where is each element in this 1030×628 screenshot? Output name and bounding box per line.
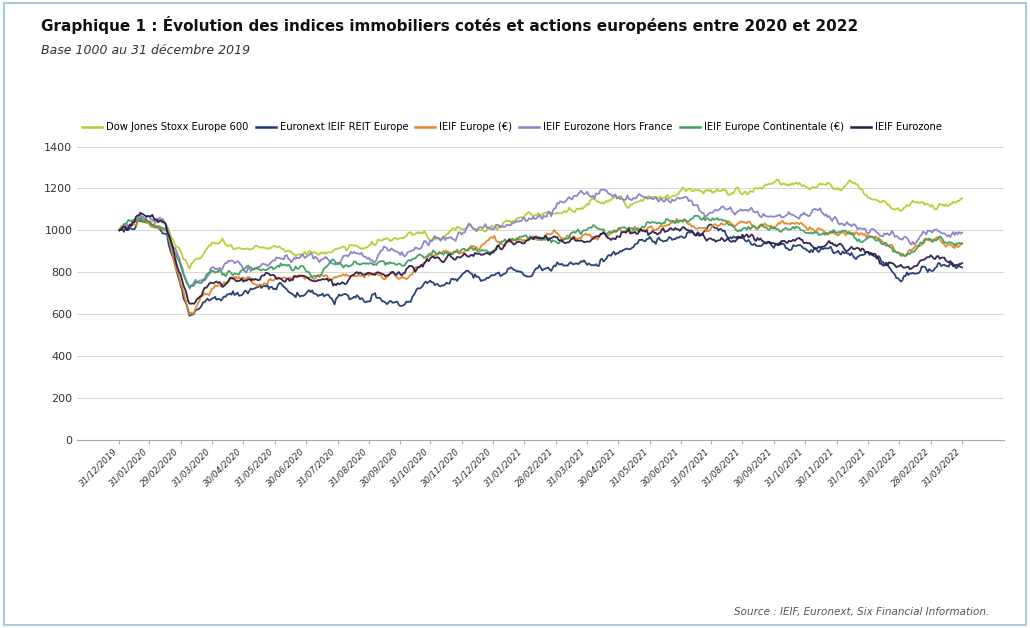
IEIF Europe (€) [840,230,853,237]
Dow Jones Stoxx Europe 600 [770,176,783,183]
IEIF Europe Continentale (€) [113,227,126,234]
IEIF Eurozone Hors France [612,193,624,201]
Euronext IEIF REIT Europe [612,249,624,257]
Dow Jones Stoxx Europe 600 [600,197,613,205]
Text: Base 1000 au 31 décembre 2019: Base 1000 au 31 décembre 2019 [41,44,250,57]
Euronext IEIF REIT Europe [956,264,968,271]
Euronext IEIF REIT Europe [183,312,196,320]
Dow Jones Stoxx Europe 600 [183,265,196,273]
Text: Graphique 1 : Évolution des indices immobiliers cotés et actions européens entre: Graphique 1 : Évolution des indices immo… [41,16,858,34]
Line: IEIF Eurozone: IEIF Eurozone [119,213,962,304]
Line: Dow Jones Stoxx Europe 600: Dow Jones Stoxx Europe 600 [119,180,962,269]
IEIF Europe (€) [772,219,785,227]
IEIF Eurozone [756,237,768,244]
IEIF Eurozone [185,300,198,308]
IEIF Europe (€) [756,222,768,230]
Euronext IEIF REIT Europe [602,252,614,259]
Euronext IEIF REIT Europe [840,249,853,257]
IEIF Eurozone [840,247,853,255]
IEIF Eurozone [113,227,126,234]
IEIF Eurozone Hors France [756,214,768,221]
IEIF Eurozone Hors France [694,207,707,215]
IEIF Eurozone Hors France [183,285,196,293]
Dow Jones Stoxx Europe 600 [772,176,785,183]
IEIF Europe Continentale (€) [956,239,968,247]
IEIF Europe (€) [612,224,624,232]
IEIF Europe Continentale (€) [688,212,700,219]
IEIF Eurozone [772,242,785,249]
IEIF Europe (€) [183,311,196,318]
Dow Jones Stoxx Europe 600 [754,184,766,192]
IEIF Europe (€) [956,240,968,247]
IEIF Europe Continentale (€) [756,220,768,228]
Euronext IEIF REIT Europe [694,232,707,239]
Line: Euronext IEIF REIT Europe: Euronext IEIF REIT Europe [119,220,962,316]
Dow Jones Stoxx Europe 600 [956,195,968,202]
IEIF Eurozone [602,234,614,242]
IEIF Eurozone [956,259,968,267]
Euronext IEIF REIT Europe [756,242,768,249]
IEIF Europe Continentale (€) [840,229,853,236]
Euronext IEIF REIT Europe [772,240,785,247]
IEIF Europe (€) [134,214,146,221]
IEIF Eurozone [134,209,146,217]
IEIF Europe Continentale (€) [183,284,196,291]
Legend: Dow Jones Stoxx Europe 600, Euronext IEIF REIT Europe, IEIF Europe (€), IEIF Eur: Dow Jones Stoxx Europe 600, Euronext IEI… [82,122,941,132]
Dow Jones Stoxx Europe 600 [611,194,623,202]
Dow Jones Stoxx Europe 600 [113,227,126,234]
IEIF Eurozone Hors France [113,227,126,234]
Dow Jones Stoxx Europe 600 [840,180,853,188]
IEIF Europe Continentale (€) [694,215,707,223]
Line: IEIF Europe Continentale (€): IEIF Europe Continentale (€) [119,215,962,288]
Line: IEIF Europe (€): IEIF Europe (€) [119,217,962,315]
IEIF Europe (€) [602,232,614,240]
IEIF Eurozone Hors France [597,185,610,193]
Euronext IEIF REIT Europe [140,217,152,224]
IEIF Europe Continentale (€) [772,225,785,233]
IEIF Europe (€) [694,224,707,232]
Line: IEIF Eurozone Hors France: IEIF Eurozone Hors France [119,189,962,289]
IEIF Europe (€) [113,227,126,234]
IEIF Eurozone [612,233,624,241]
IEIF Eurozone Hors France [840,218,853,225]
Text: Source : IEIF, Euronext, Six Financial Information.: Source : IEIF, Euronext, Six Financial I… [733,607,989,617]
IEIF Eurozone Hors France [956,229,968,236]
Dow Jones Stoxx Europe 600 [693,187,706,194]
IEIF Europe Continentale (€) [611,227,623,235]
IEIF Eurozone Hors France [602,190,614,197]
IEIF Eurozone [694,231,707,239]
IEIF Eurozone Hors France [772,212,785,219]
Euronext IEIF REIT Europe [113,227,126,234]
IEIF Europe Continentale (€) [600,231,613,239]
